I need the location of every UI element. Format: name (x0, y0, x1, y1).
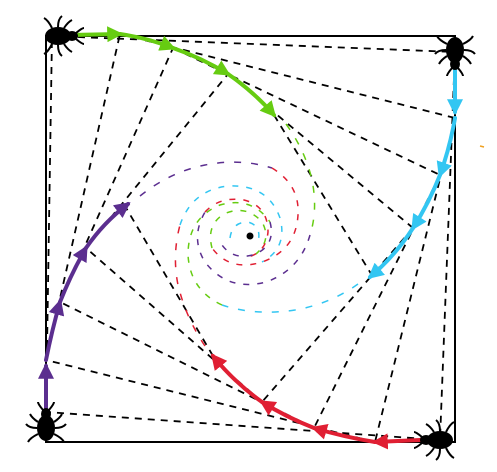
blue-pursuit-path (367, 68, 463, 280)
center-dot-icon (246, 232, 254, 240)
bug-icon (25, 401, 67, 443)
inner-spirals (179, 167, 311, 306)
bug-icon (434, 35, 476, 77)
stray-mark (479, 145, 485, 148)
red-dashed-continuation (174, 224, 206, 347)
green-pursuit-path (68, 26, 277, 118)
purple-pursuit-path (38, 202, 131, 414)
purple-dashed-continuation (139, 161, 273, 197)
red-pursuit-path (210, 353, 422, 450)
blue-dashed-continuation (221, 283, 359, 313)
bug-icon (43, 15, 85, 57)
green-dashed-continuation (285, 123, 316, 236)
square-outline (45, 35, 456, 443)
bug-icon (413, 419, 455, 461)
